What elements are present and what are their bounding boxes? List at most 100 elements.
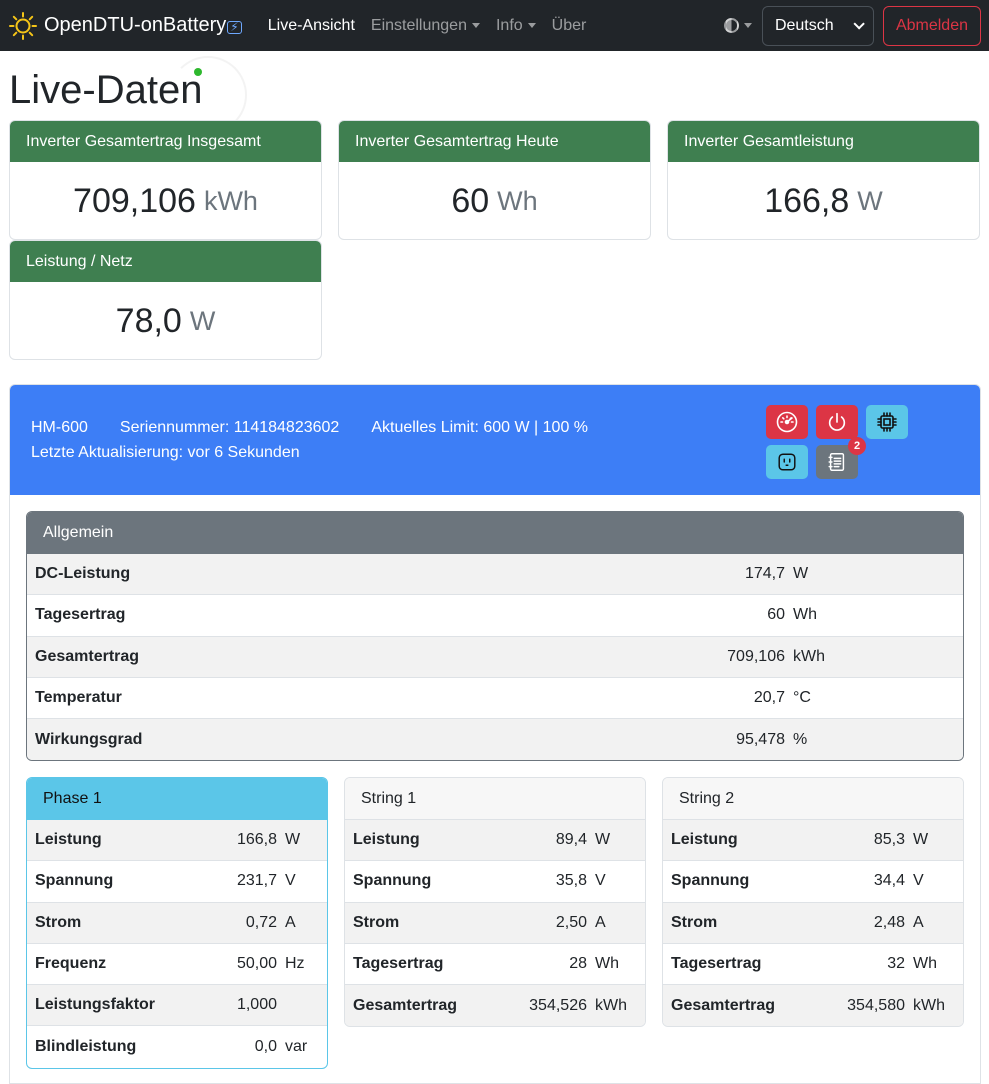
summary-card-grid-power: Leistung / Netz 78,0 W (9, 240, 322, 360)
string1-card-title: String 1 (345, 778, 645, 820)
table-row: Strom 0,72 A (27, 902, 327, 944)
connection-status-dot (194, 68, 202, 76)
general-card-title: Allgemein (27, 512, 963, 554)
table-row: Temperatur 20,7 °C (27, 678, 963, 720)
nav-info-label: Info (495, 16, 523, 34)
row-value: 2,50 (555, 913, 587, 931)
row-unit: Wh (793, 606, 817, 624)
row-unit: V (595, 872, 606, 890)
device-info-button[interactable] (866, 405, 908, 439)
table-row: Blindleistung 0,0 var (27, 1026, 327, 1067)
row-value: 89,4 (555, 831, 587, 849)
row-unit: °C (793, 689, 811, 707)
table-row: Tagesertrag 60 Wh (27, 595, 963, 637)
string2-table: Leistung 85,3 W Spannung 34,4 V Strom 2,48 A T… (663, 820, 963, 1027)
table-row: Leistungsfaktor 1,000 (27, 985, 327, 1027)
nav-info[interactable]: Info (496, 17, 536, 35)
row-value: 174,7 (744, 565, 785, 583)
caret-down-icon (527, 23, 536, 28)
table-row: Leistung 166,8 W (27, 820, 327, 862)
row-label: Strom (671, 913, 718, 931)
table-row: Frequenz 50,00 Hz (27, 944, 327, 986)
summary-value: 60 (451, 181, 490, 220)
inverter-model: HM-600 (31, 419, 88, 436)
row-unit: var (285, 1038, 308, 1056)
row-value: 709,106 (727, 647, 785, 665)
event-log-button[interactable]: 2 (816, 437, 866, 479)
summary-card-title: Leistung / Netz (10, 241, 321, 282)
row-unit: V (285, 872, 296, 890)
general-table: DC-Leistung 174,7 W Tagesertrag 60 Wh Gesamt… (27, 554, 963, 761)
row-label: Spannung (671, 872, 750, 890)
row-value: 0,72 (245, 913, 277, 931)
row-unit: V (913, 872, 924, 890)
row-value: 95,478 (736, 730, 785, 748)
row-value: 50,00 (236, 955, 277, 973)
grid-profile-button[interactable] (766, 445, 808, 479)
string2-card-title: String 2 (663, 778, 963, 820)
general-card: Allgemein DC-Leistung 174,7 W Tagesertrag 6… (26, 511, 964, 762)
chevron-down-icon (853, 17, 865, 30)
row-label: Frequenz (35, 955, 107, 973)
nav-live-view[interactable]: Live-Ansicht (268, 17, 355, 35)
nav-settings-label: Einstellungen (370, 16, 467, 34)
row-unit: % (793, 730, 808, 748)
table-row: Spannung 34,4 V (663, 861, 963, 903)
row-unit: Hz (285, 955, 305, 973)
row-label: Blindleistung (35, 1038, 137, 1056)
sun-icon (9, 11, 37, 40)
row-unit: kWh (595, 996, 627, 1014)
outlet-icon (778, 453, 796, 471)
row-unit: kWh (913, 996, 945, 1014)
table-row: Gesamtertrag 354,580 kWh (663, 985, 963, 1027)
row-label: Leistung (671, 831, 738, 849)
row-label: Gesamtertrag (35, 647, 140, 665)
nav-settings[interactable]: Einstellungen (371, 17, 480, 35)
power-icon (828, 412, 846, 431)
summary-card-total-power: Inverter Gesamtleistung 166,8 W (667, 120, 980, 240)
row-unit: W (913, 831, 929, 849)
speedometer-icon (776, 411, 798, 433)
inverter-last-update: Letzte Aktualisierung: vor 6 Sekunden (31, 444, 300, 461)
nav-about[interactable]: Über (552, 17, 587, 35)
caret-down-icon (471, 23, 480, 28)
table-row: Tagesertrag 32 Wh (663, 944, 963, 986)
table-row: Strom 2,48 A (663, 902, 963, 944)
row-value: 231,7 (236, 872, 277, 890)
row-label: Strom (35, 913, 82, 931)
table-row: Spannung 231,7 V (27, 861, 327, 903)
table-row: Spannung 35,8 V (345, 861, 645, 903)
row-unit: A (595, 913, 606, 931)
summary-card-title: Inverter Gesamtertrag Heute (339, 121, 650, 162)
language-select[interactable]: Deutsch (761, 5, 874, 46)
row-value: 354,580 (847, 996, 905, 1014)
row-label: Tagesertrag (353, 955, 444, 973)
row-label: Leistung (35, 831, 102, 849)
row-value: 60 (767, 606, 785, 624)
string2-card: String 2 Leistung 85,3 W Spannung 34,4 V Str… (662, 777, 964, 1028)
row-unit: Wh (595, 955, 619, 973)
table-row: Leistung 85,3 W (663, 820, 963, 862)
limit-settings-button[interactable] (766, 405, 808, 439)
power-control-button[interactable] (816, 405, 858, 439)
row-unit: A (913, 913, 924, 931)
row-label: Leistungsfaktor (35, 996, 156, 1014)
loading-spinner (169, 56, 247, 134)
row-value: 354,526 (529, 996, 587, 1014)
battery-bolt-icon: ⚡ (227, 21, 242, 34)
nav-live-view-label: Live-Ansicht (267, 16, 355, 34)
row-unit: W (793, 565, 809, 583)
row-value: 166,8 (236, 831, 277, 849)
brand[interactable]: OpenDTU-onBattery ⚡ (8, 11, 242, 41)
summary-value: 709,106 (73, 181, 196, 220)
summary-card-total-yield: Inverter Gesamtertrag Insgesamt 709,106 k… (9, 120, 322, 240)
theme-toggle[interactable] (723, 18, 752, 33)
table-row: Wirkungsgrad 95,478% (27, 719, 963, 761)
inverter-limit: Aktuelles Limit: 600 W | 100 % (371, 419, 589, 436)
row-label: Leistung (353, 831, 420, 849)
journal-icon (828, 453, 845, 471)
row-unit: Wh (913, 955, 937, 973)
logout-button[interactable]: Abmelden (882, 5, 981, 46)
summary-unit: kWh (203, 185, 258, 216)
row-label: Wirkungsgrad (35, 730, 143, 748)
